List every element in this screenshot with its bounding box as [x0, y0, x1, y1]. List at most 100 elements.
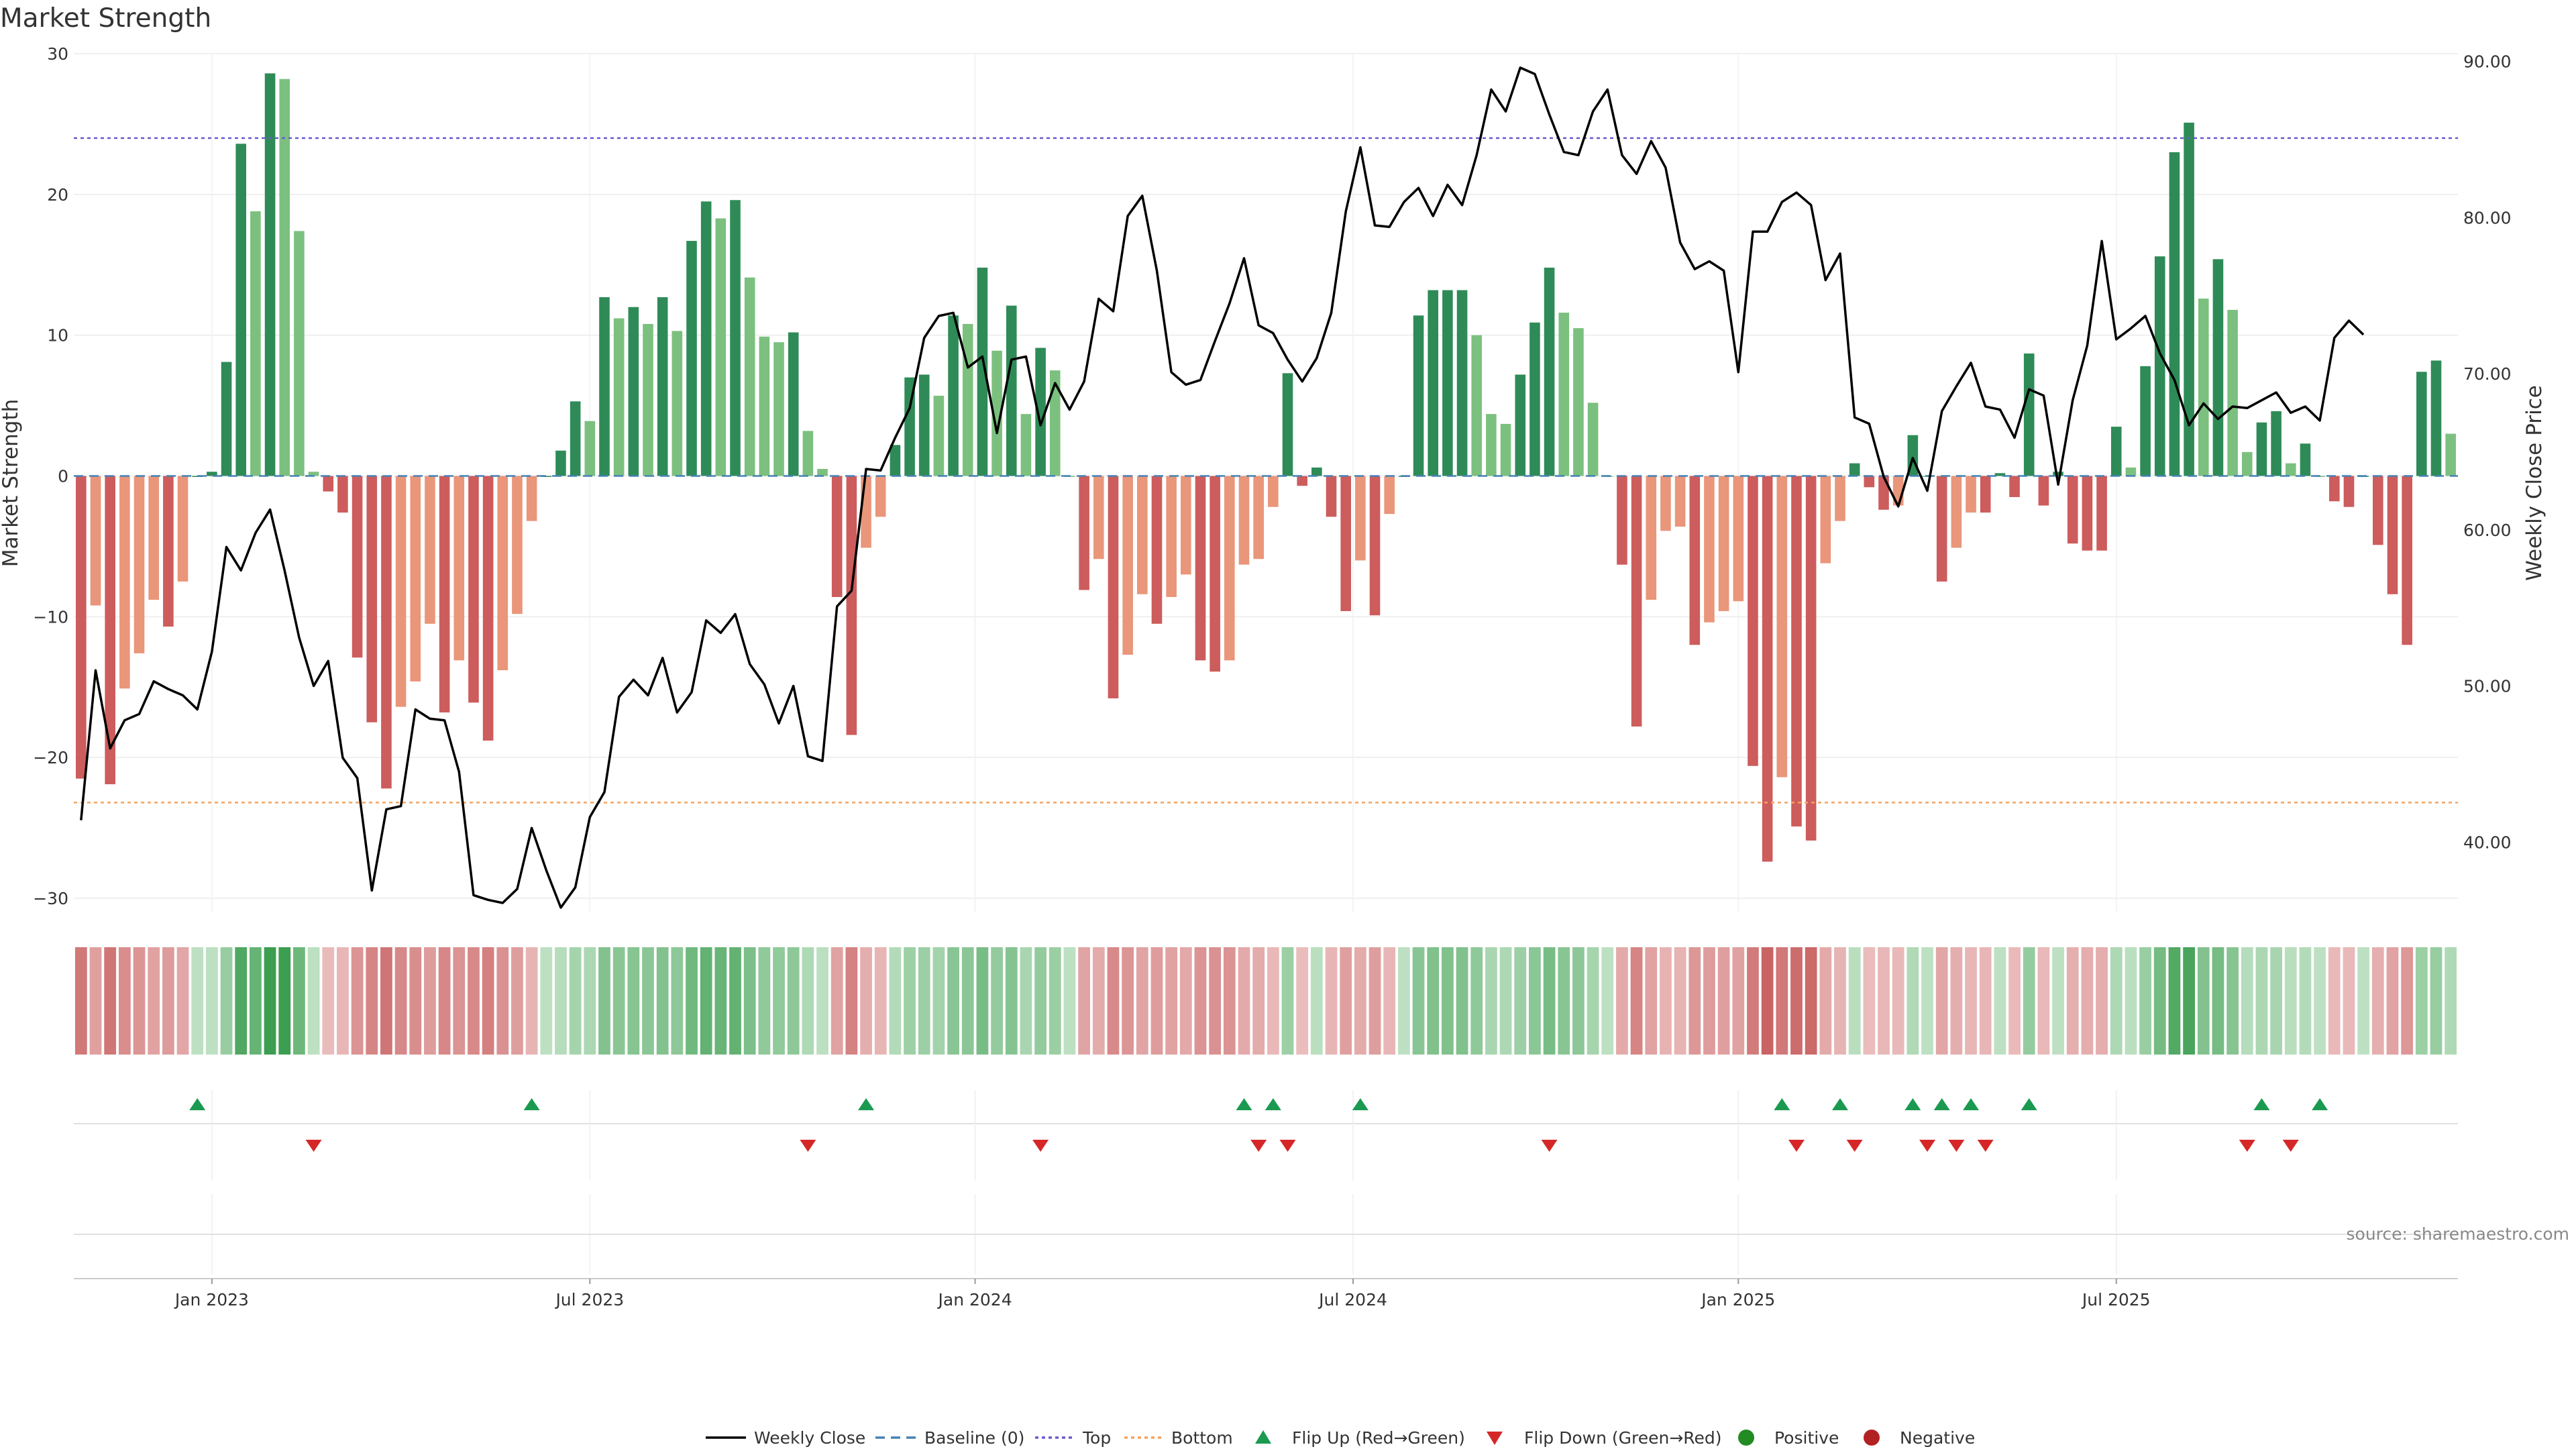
heatmap-cell [424, 947, 436, 1055]
strength-bar [686, 241, 697, 476]
heatmap-cell [1616, 947, 1628, 1055]
strength-bar [381, 476, 392, 789]
heatmap-cell [1965, 947, 1977, 1055]
heatmap-cell [1368, 947, 1381, 1055]
strength-bar [453, 476, 465, 661]
heatmap-cell [2066, 947, 2079, 1055]
strength-bar [904, 377, 915, 476]
heatmap-cell [584, 947, 596, 1055]
heatmap-cell [1499, 947, 1512, 1055]
flip-down-marker [305, 1140, 322, 1152]
heatmap-cell [2168, 947, 2181, 1055]
strength-bar [2416, 372, 2427, 476]
heatmap-cell [1310, 947, 1323, 1055]
strength-bar [133, 476, 145, 653]
heatmap-cell [2037, 947, 2050, 1055]
strength-bar [759, 336, 770, 476]
heatmap-cell [627, 947, 640, 1055]
heatmap-cell [1194, 947, 1207, 1055]
strength-bar [1471, 335, 1483, 476]
heatmap-cell [2343, 947, 2355, 1055]
y-tick-left-label: 10 [47, 326, 68, 345]
strength-bar [1748, 476, 1758, 766]
strength-bar [105, 476, 115, 785]
strength-bar [1980, 476, 1991, 513]
heatmap-cell [816, 947, 828, 1055]
heatmap-cell [2430, 947, 2443, 1055]
heatmap-cell [947, 947, 959, 1055]
heatmap-cell [2023, 947, 2035, 1055]
heatmap-cell [1107, 947, 1120, 1055]
heatmap-cell [1660, 947, 1672, 1055]
heatmap-cell [2153, 947, 2166, 1055]
heatmap-cell [1979, 947, 1992, 1055]
strength-bar [1820, 476, 1831, 564]
strength-bar [526, 476, 537, 521]
heatmap-cell [1136, 947, 1148, 1055]
legend-flip-up-label: Flip Up (Red→Green) [1292, 1428, 1465, 1448]
strength-bar [846, 476, 857, 735]
strength-bar [221, 362, 232, 476]
strength-bar [2140, 366, 2151, 476]
heatmap-cell [1935, 947, 1948, 1055]
strength-bar [1951, 476, 1962, 548]
heatmap-cell [904, 947, 916, 1055]
heatmap-cell [205, 947, 218, 1055]
strength-bar [279, 78, 290, 476]
heatmap-cell [845, 947, 858, 1055]
strength-bar [672, 331, 683, 476]
strength-bar [1558, 313, 1570, 476]
strength-bar [861, 476, 871, 548]
heatmap-cell [2270, 947, 2283, 1055]
heatmap-cell [1354, 947, 1366, 1055]
strength-bar [1340, 476, 1351, 611]
strength-bar [1355, 476, 1366, 561]
strength-bar [294, 231, 305, 476]
x-tick-label: Jul 2023 [554, 1290, 624, 1309]
heatmap-cell [2139, 947, 2151, 1055]
heatmap-cell [1252, 947, 1265, 1055]
heatmap-cell [2284, 947, 2297, 1055]
heatmap-cell [1165, 947, 1178, 1055]
y-axis-right-title: Weekly Close Price [2522, 385, 2546, 581]
flip-down-marker [1919, 1140, 1936, 1152]
y-tick-left-label: −30 [33, 889, 68, 908]
heatmap-cell [74, 947, 87, 1055]
heatmap-cell [220, 947, 233, 1055]
weekly-close-line [80, 66, 2365, 909]
heatmap-cell [1470, 947, 1483, 1055]
legend-negative-swatch [1864, 1430, 1880, 1446]
strength-bar [1195, 476, 1206, 661]
heatmap-cell [2226, 947, 2239, 1055]
x-tick-label: Jan 2023 [174, 1290, 249, 1309]
heatmap-cell [1383, 947, 1396, 1055]
strength-bar [1733, 476, 1744, 602]
strength-bar [933, 395, 945, 476]
strength-bar [570, 401, 581, 476]
heatmap-cell [976, 947, 989, 1055]
heatmap-cell [656, 947, 669, 1055]
heatmap-cell [1819, 947, 1832, 1055]
heatmap-strip [74, 947, 2457, 1055]
strength-bar [2082, 476, 2093, 551]
strength-bar [1500, 423, 1511, 476]
heatmap-cell [104, 947, 117, 1055]
heatmap-cell [758, 947, 771, 1055]
strength-bar [148, 476, 159, 600]
heatmap-cell [2328, 947, 2341, 1055]
heatmap-cell [1543, 947, 1556, 1055]
heatmap-cell [1485, 947, 1497, 1055]
legend-flip-down-label: Flip Down (Green→Red) [1524, 1428, 1722, 1448]
heatmap-cell [2212, 947, 2224, 1055]
flip-marker-panel [74, 1090, 2458, 1181]
flip-up-marker [523, 1098, 540, 1110]
strength-bar [2038, 476, 2049, 506]
heatmap-cell [322, 947, 335, 1055]
heatmap-cell [1587, 947, 1599, 1055]
heatmap-cell [918, 947, 930, 1055]
strength-bar [700, 201, 712, 476]
strength-bar [802, 431, 814, 476]
strength-bar [177, 476, 189, 582]
flip-up-marker [2312, 1098, 2328, 1110]
strength-bar [1762, 476, 1773, 862]
